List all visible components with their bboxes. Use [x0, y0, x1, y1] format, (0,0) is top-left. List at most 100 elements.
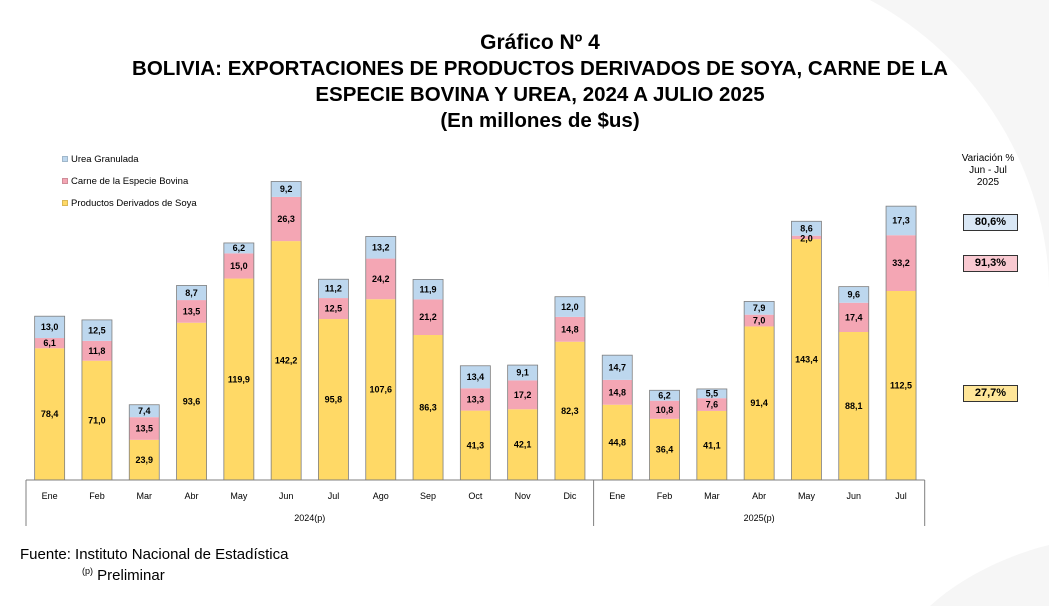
label-soya-15: 91,4	[750, 398, 768, 408]
legend-label-urea: Urea Granulada	[71, 153, 139, 165]
bar-urea-15	[744, 301, 775, 315]
label-carne-2: 13,5	[135, 424, 153, 434]
x-tick-label-9: Oct	[468, 491, 483, 501]
bar-soya-16	[791, 239, 822, 480]
label-soya-7: 107,6	[369, 385, 392, 395]
bar-carne-17	[838, 302, 869, 332]
legend-swatch-carne	[62, 178, 68, 184]
label-soya-18: 112,5	[890, 381, 912, 391]
bar-soya-5	[271, 241, 302, 480]
chart-title-line-2: ESPECIE BOVINA Y UREA, 2024 A JULIO 2025	[315, 83, 765, 106]
label-urea-12: 14,7	[608, 363, 626, 373]
variation-badge-urea: 80,6%	[963, 214, 1018, 231]
label-carne-6: 12,5	[325, 304, 343, 314]
bar-carne-1	[81, 340, 112, 361]
x-tick-label-6: Jul	[328, 491, 340, 501]
label-carne-11: 14,8	[561, 324, 579, 334]
label-urea-10: 9,1	[516, 368, 529, 378]
label-urea-3: 8,7	[185, 288, 198, 298]
label-urea-2: 7,4	[138, 406, 151, 416]
bar-carne-8	[413, 299, 444, 336]
bar-soya-13	[649, 418, 680, 480]
x-tick-label-5: Jun	[279, 491, 294, 501]
chart-title-block: Gráfico Nº 4 BOLIVIA: EXPORTACIONES DE P…	[40, 30, 1040, 134]
bar-urea-4	[223, 242, 254, 254]
bar-urea-6	[318, 279, 349, 299]
legend-label-carne: Carne de la Especie Bovina	[71, 175, 189, 187]
label-carne-17: 17,4	[845, 312, 863, 322]
label-soya-12: 44,8	[608, 437, 626, 447]
bar-urea-8	[413, 279, 444, 300]
bar-carne-5	[271, 196, 302, 242]
bar-carne-10	[507, 380, 538, 410]
label-urea-11: 12,0	[561, 302, 579, 312]
x-tick-label-16: May	[798, 491, 816, 501]
x-tick-label-2: Mar	[137, 491, 153, 501]
x-tick-label-10: Nov	[515, 491, 532, 501]
label-soya-1: 71,0	[88, 415, 106, 425]
chart-title-line-1: BOLIVIA: EXPORTACIONES DE PRODUCTOS DERI…	[132, 57, 948, 80]
preliminary-note: (p) Preliminar	[82, 566, 165, 584]
label-carne-8: 21,2	[419, 312, 437, 322]
label-soya-2: 23,9	[135, 455, 153, 465]
variation-badge-soya: 27,7%	[963, 385, 1018, 402]
label-urea-0: 13,0	[41, 322, 59, 332]
bar-carne-12	[602, 379, 633, 405]
label-soya-13: 36,4	[656, 444, 674, 454]
x-tick-label-13: Feb	[657, 491, 673, 501]
x-tick-label-15: Abr	[752, 491, 766, 501]
x-tick-label-14: Mar	[704, 491, 720, 501]
x-tick-label-4: May	[230, 491, 248, 501]
bar-carne-2	[129, 417, 160, 440]
bar-carne-14	[696, 398, 727, 411]
label-urea-4: 6,2	[233, 243, 246, 253]
variation-header-line-2: Jun - Jul	[969, 165, 1007, 176]
bar-carne-9	[460, 388, 491, 411]
legend-label-soya: Productos Derivados de Soya	[71, 197, 197, 209]
variation-header-line-3: 2025	[976, 177, 1000, 188]
label-urea-18: 17,3	[892, 216, 910, 226]
x-tick-label-7: Ago	[373, 491, 389, 501]
label-urea-16: 8,6	[800, 224, 813, 234]
chart-subtitle: (En millones de $us)	[440, 109, 640, 132]
bar-urea-5	[271, 181, 302, 197]
bar-urea-17	[838, 286, 869, 303]
bar-carne-6	[318, 298, 349, 320]
label-urea-13: 6,2	[658, 390, 671, 400]
bar-urea-10	[507, 365, 538, 381]
variation-header-line-1: Variación %	[961, 153, 1015, 164]
x-tick-label-3: Abr	[185, 491, 199, 501]
bar-urea-16	[791, 221, 822, 236]
label-urea-17: 9,6	[847, 290, 860, 300]
preliminary-marker: (p)	[82, 566, 93, 576]
label-soya-5: 142,2	[275, 356, 298, 366]
x-tick-label-18: Jul	[895, 491, 907, 501]
label-soya-10: 42,1	[514, 440, 532, 450]
bar-carne-11	[554, 316, 585, 342]
label-urea-8: 11,9	[420, 284, 437, 294]
x-group-label-1: 2025(p)	[744, 513, 775, 523]
bar-carne-4	[223, 253, 254, 279]
bar-urea-11	[554, 296, 585, 317]
source-note: Fuente: Instituto Nacional de Estadístic…	[20, 546, 289, 563]
label-soya-0: 78,4	[41, 409, 59, 419]
x-tick-label-17: Jun	[846, 491, 861, 501]
chart-legend: Urea Granulada Carne de la Especie Bovin…	[62, 148, 197, 214]
bar-soya-9	[460, 410, 491, 480]
label-soya-16: 143,4	[795, 355, 818, 365]
bar-soya-1	[81, 360, 112, 480]
bar-carne-16	[791, 235, 822, 240]
bar-soya-3	[176, 322, 207, 480]
label-urea-5: 9,2	[280, 184, 293, 194]
bar-carne-3	[176, 300, 207, 323]
x-group-label-0: 2024(p)	[294, 513, 325, 523]
label-urea-15: 7,9	[753, 303, 766, 313]
chart-number-title: Gráfico Nº 4	[480, 31, 600, 54]
legend-item-carne: Carne de la Especie Bovina	[62, 170, 197, 192]
x-tick-label-11: Dic	[563, 491, 576, 501]
bar-urea-0	[34, 316, 65, 339]
bar-soya-4	[223, 278, 254, 480]
bar-soya-18	[886, 291, 917, 480]
